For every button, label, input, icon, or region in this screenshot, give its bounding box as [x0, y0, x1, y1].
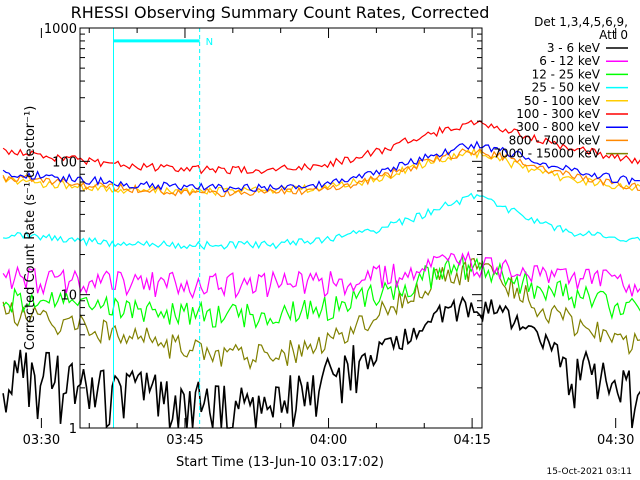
- series-line-0: [2, 295, 640, 429]
- y-tick-label-0: 1: [69, 422, 77, 437]
- x-tick-label-2: 04:00: [310, 433, 347, 448]
- x-tick-label-0: 03:30: [23, 433, 60, 448]
- plot-frame: [79, 27, 483, 429]
- timestamp: 15-Oct-2021 03:11: [547, 467, 632, 477]
- x-tick-label-3: 04:15: [453, 433, 490, 448]
- x-axis-label: Start Time (13-Jun-10 03:17:02): [176, 455, 384, 470]
- legend-label-1: 6 - 12 keV: [539, 54, 601, 68]
- x-tick-label-4: 04:30: [597, 433, 634, 448]
- chart-title: RHESSI Observing Summary Count Rates, Co…: [71, 3, 490, 22]
- series-line-8: [2, 257, 640, 371]
- y-tick-label-3: 1000: [44, 22, 77, 37]
- x-tick-label-1: 03:45: [166, 433, 203, 448]
- night-marker: N: [206, 37, 213, 48]
- legend-header-line-1: Det 1,3,4,5,6,9,: [534, 15, 628, 29]
- legend-label-6: 300 - 800 keV: [516, 120, 600, 134]
- y-tick-label-1: 10: [60, 289, 77, 304]
- plot-area: N: [2, 28, 640, 429]
- legend-label-0: 3 - 6 keV: [547, 41, 601, 55]
- series-line-7: [2, 148, 640, 198]
- legend-label-4: 50 - 100 keV: [524, 94, 601, 108]
- series-line-6: [2, 140, 640, 193]
- series-line-5: [2, 119, 640, 175]
- legend-label-8: 7000 - 15000 keV: [493, 147, 600, 161]
- y-tick-label-2: 100: [52, 155, 77, 170]
- legend-label-2: 12 - 25 keV: [532, 67, 601, 81]
- series-line-1: [2, 250, 640, 300]
- series-line-2: [2, 255, 640, 329]
- y-axis-label: Corrected Count Rate (s⁻¹ detector⁻¹): [23, 106, 38, 351]
- legend-header-line-2: Att 0: [599, 28, 628, 42]
- series-line-3: [3, 192, 640, 251]
- legend-label-3: 25 - 50 keV: [532, 81, 601, 95]
- legend-label-5: 100 - 300 keV: [516, 107, 600, 121]
- legend-label-7: 800 - 7000 keV: [509, 133, 601, 147]
